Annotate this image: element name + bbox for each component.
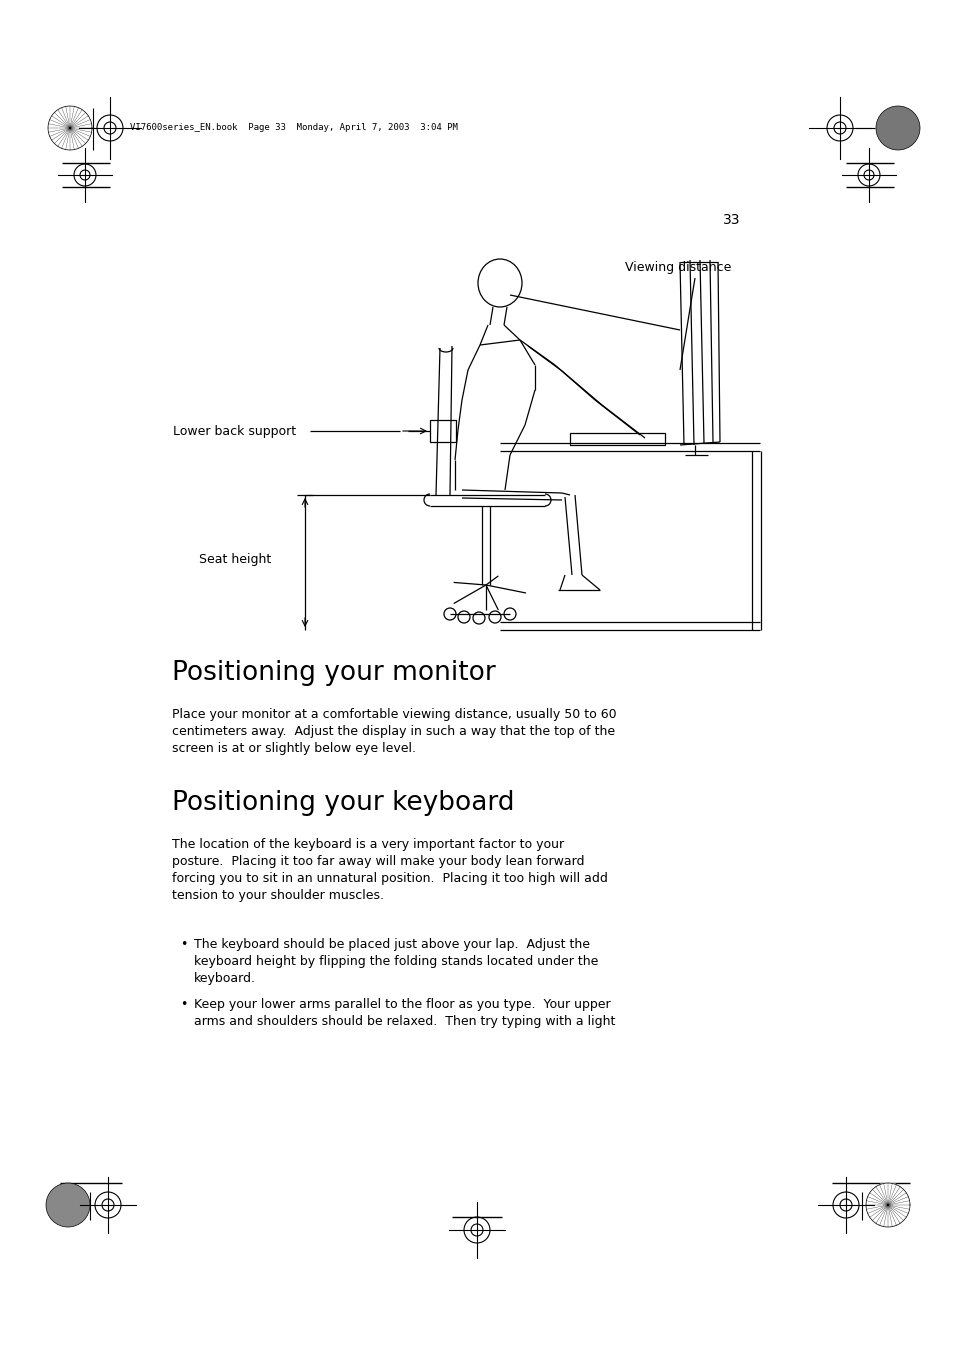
Text: Keep your lower arms parallel to the floor as you type.  Your upper
arms and sho: Keep your lower arms parallel to the flo…: [193, 998, 615, 1028]
Ellipse shape: [875, 105, 919, 150]
Text: Viewing distance: Viewing distance: [624, 262, 731, 274]
Text: Lower back support: Lower back support: [173, 424, 296, 438]
Text: Positioning your keyboard: Positioning your keyboard: [172, 790, 514, 816]
Text: VI7600series_EN.book  Page 33  Monday, April 7, 2003  3:04 PM: VI7600series_EN.book Page 33 Monday, Apr…: [130, 123, 457, 132]
Polygon shape: [48, 105, 91, 150]
Text: •: •: [180, 938, 187, 951]
Text: •: •: [180, 998, 187, 1011]
Text: 33: 33: [722, 213, 740, 227]
Ellipse shape: [46, 1183, 90, 1227]
Text: The keyboard should be placed just above your lap.  Adjust the
keyboard height b: The keyboard should be placed just above…: [193, 938, 598, 985]
Text: The location of the keyboard is a very important factor to your
posture.  Placin: The location of the keyboard is a very i…: [172, 838, 607, 902]
Text: Place your monitor at a comfortable viewing distance, usually 50 to 60
centimete: Place your monitor at a comfortable view…: [172, 708, 616, 755]
Bar: [430, 420, 456, 442]
Text: Positioning your monitor: Positioning your monitor: [172, 661, 496, 686]
Text: Seat height: Seat height: [198, 554, 271, 566]
Polygon shape: [865, 1183, 909, 1227]
Bar: [569, 434, 664, 444]
